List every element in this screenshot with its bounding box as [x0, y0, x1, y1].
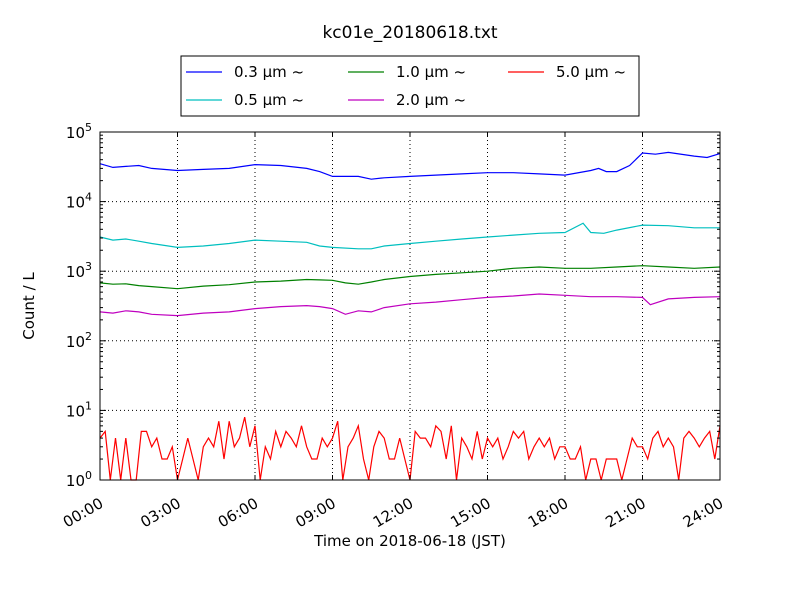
- legend-frame: [180, 55, 640, 117]
- legend-label: 0.3 μm ~: [234, 63, 304, 81]
- series-line-1: [99, 151, 721, 180]
- y-tick-label: 104: [66, 191, 92, 212]
- y-tick-label: 102: [66, 330, 92, 351]
- grid: [100, 132, 720, 480]
- y-tick-label: 101: [66, 399, 92, 420]
- y-tick-label: 103: [66, 260, 92, 281]
- y-axis-label: Count / L: [20, 272, 38, 340]
- legend-label: 2.0 μm ~: [396, 91, 466, 109]
- y-tick-labels: 100 101 102 103 104 105: [66, 121, 92, 490]
- y-tick-label: 105: [66, 121, 92, 142]
- series-line-2: [99, 222, 720, 250]
- x-axis-label: Time on 2018-06-18 (JST): [313, 532, 506, 550]
- y-tick-label: 100: [66, 469, 92, 490]
- legend-label: 1.0 μm ~: [396, 63, 466, 81]
- legend-label: 5.0 μm ~: [556, 63, 626, 81]
- legend: 0.3 μm ~ 0.5 μm ~ 1.0 μm ~ 2.0 μm ~ 5.0 μm ~: [180, 55, 640, 117]
- series-line-4: [99, 293, 721, 317]
- series-line-3: [99, 265, 721, 290]
- ticks: [99, 131, 721, 481]
- chart-title: kc01e_20180618.txt: [322, 23, 497, 43]
- legend-label: 0.5 μm ~: [234, 91, 304, 109]
